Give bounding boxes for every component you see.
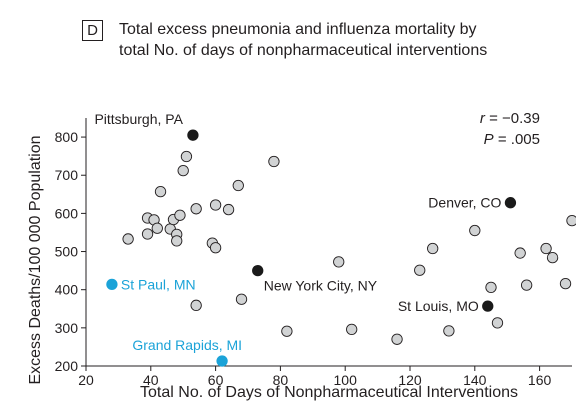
point-label: St Louis, MO <box>398 298 479 314</box>
data-point <box>180 150 193 163</box>
point-label: Pittsburgh, PA <box>94 111 183 127</box>
data-point <box>491 317 504 329</box>
x-tick-label: 80 <box>273 372 289 388</box>
data-point <box>469 224 481 237</box>
x-tick-label: 140 <box>463 372 487 388</box>
y-axis-ticks: 200 300 400 500 600 700 800 <box>55 129 86 374</box>
x-tick-label: 160 <box>528 372 552 388</box>
y-tick-label: 400 <box>55 282 79 298</box>
data-point <box>520 279 533 291</box>
data-point <box>177 165 189 177</box>
point-st-paul-mn <box>106 278 118 291</box>
y-tick-label: 500 <box>55 244 79 260</box>
data-point <box>333 256 345 268</box>
data-point <box>209 242 222 254</box>
y-tick-label: 700 <box>55 167 79 183</box>
x-tick-label: 40 <box>143 372 159 388</box>
point-pittsburgh-pa <box>187 129 199 141</box>
point-label: New York City, NY <box>264 278 378 294</box>
p-value: .005 <box>511 131 540 148</box>
point-label: Denver, CO <box>428 195 501 211</box>
data-point <box>190 299 202 311</box>
data-point <box>141 228 154 240</box>
panel-letter: D <box>82 20 103 41</box>
point-label: St Paul, MN <box>121 276 196 292</box>
data-point <box>427 242 439 255</box>
chart-title-line-2: total No. of days of nonpharmaceutical i… <box>119 42 488 59</box>
correlation-stats: r = −0.39 P = .005 <box>480 110 540 148</box>
data-point <box>514 247 526 259</box>
data-point <box>209 199 222 211</box>
data-point <box>281 325 293 337</box>
data-point <box>268 155 280 168</box>
p-equals: = <box>494 131 511 148</box>
data-point <box>154 185 167 198</box>
data-point <box>122 233 134 245</box>
point-labels: Pittsburgh, PA Denver, CO New York City, N… <box>94 111 501 353</box>
y-tick-label: 300 <box>55 320 79 336</box>
data-point <box>566 214 576 227</box>
data-point <box>485 281 497 294</box>
data-point <box>151 222 163 234</box>
data-point <box>540 242 552 255</box>
data-point <box>232 179 244 192</box>
point-new-york-city-ny <box>252 264 264 277</box>
data-point <box>235 293 248 305</box>
point-st-louis-mo <box>482 300 494 312</box>
y-tick-label: 200 <box>55 358 79 374</box>
point-label: Grand Rapids, MI <box>132 337 242 353</box>
x-axis-label: Total No. of Days of Nonpharmaceutical I… <box>140 384 518 401</box>
data-point <box>546 251 559 264</box>
point-grand-rapids-mi <box>216 355 228 367</box>
p-statistic: P = .005 <box>484 131 540 148</box>
x-tick-label: 120 <box>398 372 422 388</box>
x-tick-label: 20 <box>78 372 94 388</box>
data-point <box>391 333 403 345</box>
data-point <box>346 323 358 336</box>
x-tick-label: 60 <box>208 372 224 388</box>
data-point <box>174 209 186 221</box>
x-axis-ticks: 20 40 60 80 100 120 140 160 <box>78 366 551 388</box>
data-point <box>190 203 202 215</box>
y-tick-label: 800 <box>55 129 79 145</box>
y-axis-label: Excess Deaths/100 000 Population <box>27 135 44 384</box>
r-symbol: r <box>480 110 486 127</box>
data-point <box>443 325 455 337</box>
data-point <box>222 203 235 216</box>
chart-title-line-1: Total excess pneumonia and influenza mor… <box>119 21 477 38</box>
r-statistic: r = −0.39 <box>480 110 540 127</box>
r-equals: = <box>485 110 502 127</box>
p-symbol: P <box>484 131 494 148</box>
point-denver-co <box>504 197 517 209</box>
x-tick-label: 100 <box>334 372 358 388</box>
data-point <box>171 235 183 247</box>
data-points <box>106 129 576 367</box>
r-value: −0.39 <box>502 110 540 127</box>
chart-title: Total excess pneumonia and influenza mor… <box>119 19 559 61</box>
data-point <box>559 277 572 290</box>
y-tick-label: 600 <box>55 205 79 221</box>
axes <box>85 118 572 367</box>
data-point <box>414 264 426 276</box>
